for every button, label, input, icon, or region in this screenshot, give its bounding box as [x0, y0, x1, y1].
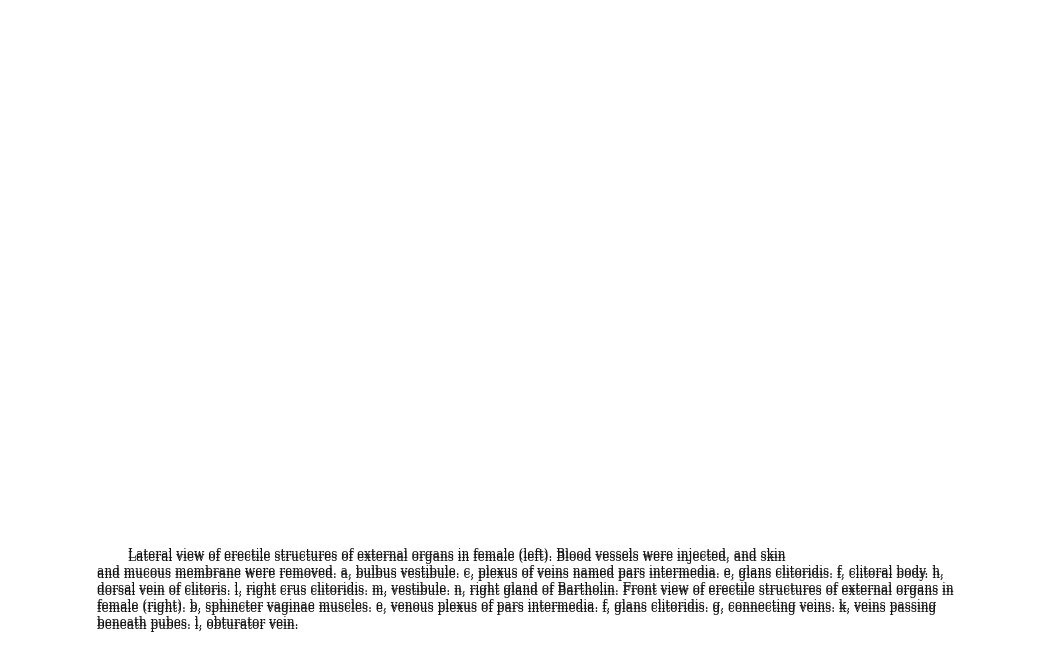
- Text: Lateral view of erectile structures of external organs in female (left). Blood v: Lateral view of erectile structures of e…: [97, 551, 953, 632]
- Text: Lateral view of erectile structures of external organs in female (left). Blood v: Lateral view of erectile structures of e…: [97, 548, 953, 629]
